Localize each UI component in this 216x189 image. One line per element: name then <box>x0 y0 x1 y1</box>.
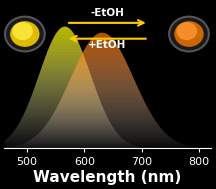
Text: -EtOH: -EtOH <box>91 8 124 18</box>
X-axis label: Wavelength (nm): Wavelength (nm) <box>33 170 181 185</box>
Text: +EtOH: +EtOH <box>88 40 127 50</box>
